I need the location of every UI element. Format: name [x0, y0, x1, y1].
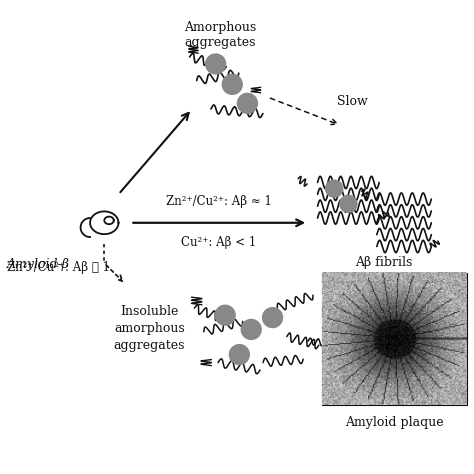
Circle shape: [215, 305, 235, 325]
Text: Aβ fibrils: Aβ fibrils: [355, 256, 413, 269]
Text: Amyloid-β: Amyloid-β: [7, 258, 70, 271]
Text: Insoluble: Insoluble: [120, 305, 179, 319]
Circle shape: [263, 308, 283, 328]
Text: Cu²⁺: Aβ < 1: Cu²⁺: Aβ < 1: [182, 236, 256, 249]
Circle shape: [237, 93, 257, 113]
Circle shape: [326, 180, 343, 197]
Bar: [322, 273, 467, 405]
Text: aggregates: aggregates: [114, 338, 185, 352]
Text: amorphous: amorphous: [114, 322, 185, 335]
Circle shape: [241, 319, 261, 339]
Text: Zn²⁺/Cu²⁺: Aβ ≈ 1: Zn²⁺/Cu²⁺: Aβ ≈ 1: [166, 195, 272, 208]
Text: Slow: Slow: [337, 95, 367, 109]
Circle shape: [229, 345, 249, 365]
Text: Amyloid plaque: Amyloid plaque: [346, 416, 444, 429]
Text: Zn²⁺/Cu²⁺: Aβ ≫ 1: Zn²⁺/Cu²⁺: Aβ ≫ 1: [7, 261, 110, 274]
Circle shape: [222, 74, 242, 94]
Circle shape: [340, 195, 357, 212]
Text: Amorphous
aggregates: Amorphous aggregates: [184, 21, 256, 49]
Circle shape: [206, 54, 226, 74]
